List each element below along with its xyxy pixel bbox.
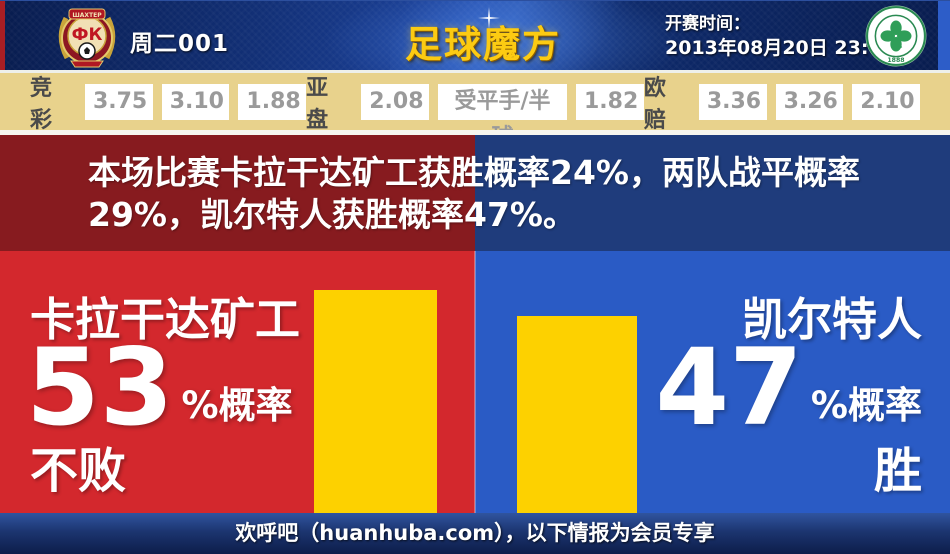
svg-text:1888: 1888 xyxy=(887,57,904,64)
odds-value-box: 2.10 xyxy=(852,83,921,120)
header-right-blue-stripe xyxy=(938,1,950,71)
odds-handicap-box: 受平手/半球 xyxy=(438,83,567,150)
prediction-summary-text: 本场比赛卡拉干达矿工获胜概率24%，两队战平概率29%，凯尔特人获胜概率47%。 xyxy=(88,153,860,234)
odds-value-box: 2.08 xyxy=(361,83,430,120)
odds-group-yapan: 亚盘 2.08 受平手/半球 1.82 xyxy=(306,70,644,150)
home-percent-label: %概率 xyxy=(181,384,293,427)
away-percent-label: %概率 xyxy=(810,384,922,427)
odds-label-oupei: 欧赔 xyxy=(643,75,666,133)
svg-text:ФК: ФК xyxy=(72,25,103,45)
header-left-red-stripe xyxy=(0,1,5,71)
kickoff-datetime: 2013年08月20日 23:00 xyxy=(665,37,895,59)
odds-value-box: 1.88 xyxy=(238,83,307,120)
starburst-glint-icon xyxy=(478,7,500,29)
odds-group-jingcai: 竞彩 3.75 3.10 1.88 xyxy=(30,70,307,134)
kickoff-label: 开赛时间： xyxy=(665,14,750,34)
home-team-badge-icon: ШАХТЕР ФК xyxy=(54,4,120,74)
away-team-name: 凯尔特人 xyxy=(741,293,922,346)
home-probability: 53 %概率 xyxy=(26,335,293,441)
away-percent-value: 47 xyxy=(655,326,803,449)
away-probability-bar xyxy=(517,316,637,513)
odds-group-oupei: 欧赔 3.36 3.26 2.10 xyxy=(643,70,921,134)
odds-label-jingcai: 竞彩 xyxy=(30,75,53,133)
odds-value-box: 3.26 xyxy=(775,83,844,120)
header-bar: ШАХТЕР ФК 周二001 足球魔方 开赛时间： 2013年08月20日 2… xyxy=(0,0,950,72)
away-probability: 47 %概率 xyxy=(655,335,922,441)
odds-value-box: 3.10 xyxy=(161,83,230,120)
divider-line xyxy=(0,130,950,135)
odds-bar: 竞彩 3.75 3.10 1.88 亚盘 2.08 受平手/半球 1.82 欧赔… xyxy=(0,73,950,150)
odds-value-box: 1.82 xyxy=(575,83,644,120)
site-logo[interactable]: 足球魔方 xyxy=(405,23,561,66)
away-team-panel: 凯尔特人 47 %概率 胜 xyxy=(475,251,950,513)
match-number: 周二001 xyxy=(130,31,230,57)
header-texture xyxy=(0,1,950,70)
away-team-badge-icon: 1888 xyxy=(864,4,928,72)
home-team-name: 卡拉干达矿工 xyxy=(30,293,301,346)
home-team-panel: 卡拉干达矿工 53 %概率 不败 xyxy=(0,251,475,513)
away-outcome-label: 胜 xyxy=(873,443,922,499)
odds-value-box: 3.75 xyxy=(84,83,153,120)
odds-value-box: 3.36 xyxy=(698,83,767,120)
kickoff-block: 开赛时间： 2013年08月20日 23:00 xyxy=(665,13,895,61)
probability-panels: 卡拉干达矿工 53 %概率 不败 凯尔特人 47 %概率 胜 xyxy=(0,251,950,513)
home-probability-bar xyxy=(314,290,437,513)
footer-bar: 欢呼吧（huanhuba.com），以下情报为会员专享 xyxy=(0,513,950,554)
home-percent-value: 53 xyxy=(26,326,174,449)
svg-text:ШАХТЕР: ШАХТЕР xyxy=(72,12,102,19)
summary-band: 本场比赛卡拉干达矿工获胜概率24%，两队战平概率29%，凯尔特人获胜概率47%。 xyxy=(0,135,950,251)
home-outcome-label: 不败 xyxy=(30,443,127,499)
odds-label-yapan: 亚盘 xyxy=(306,75,329,133)
header-light-streak xyxy=(390,1,650,71)
divider-line xyxy=(0,70,950,73)
